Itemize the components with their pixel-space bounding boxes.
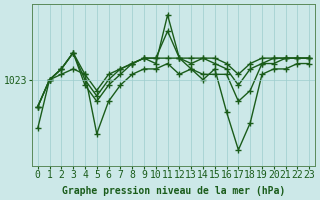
X-axis label: Graphe pression niveau de la mer (hPa): Graphe pression niveau de la mer (hPa) xyxy=(62,186,285,196)
